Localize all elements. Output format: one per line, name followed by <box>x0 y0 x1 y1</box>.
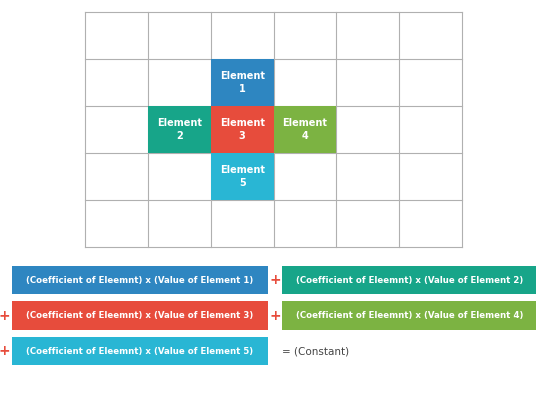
Text: +: + <box>0 308 10 323</box>
Bar <box>282 266 536 294</box>
Bar <box>12 337 268 365</box>
Bar <box>282 301 536 330</box>
Text: (Coefficient of Eleemnt) x (Value of Element 3): (Coefficient of Eleemnt) x (Value of Ele… <box>26 311 254 320</box>
Bar <box>12 266 268 294</box>
Text: Element
4: Element 4 <box>283 118 327 141</box>
Text: (Coefficient of Eleemnt) x (Value of Element 2): (Coefficient of Eleemnt) x (Value of Ele… <box>295 276 523 284</box>
Text: (Coefficient of Eleemnt) x (Value of Element 4): (Coefficient of Eleemnt) x (Value of Ele… <box>295 311 523 320</box>
Bar <box>211 106 274 153</box>
Text: +: + <box>270 273 282 287</box>
Text: (Coefficient of Eleemnt) x (Value of Element 5): (Coefficient of Eleemnt) x (Value of Ele… <box>26 347 254 356</box>
Text: +: + <box>0 344 10 358</box>
Text: Element
5: Element 5 <box>220 165 265 188</box>
Text: = (Constant): = (Constant) <box>282 346 349 356</box>
Bar <box>12 301 268 330</box>
Bar <box>211 153 274 200</box>
Bar <box>274 106 337 153</box>
Text: +: + <box>270 308 282 323</box>
Bar <box>148 106 211 153</box>
Text: (Coefficient of Eleemnt) x (Value of Element 1): (Coefficient of Eleemnt) x (Value of Ele… <box>26 276 254 284</box>
Text: Element
3: Element 3 <box>220 118 265 141</box>
Text: Element
1: Element 1 <box>220 71 265 94</box>
Text: Element
2: Element 2 <box>157 118 202 141</box>
Bar <box>211 59 274 106</box>
